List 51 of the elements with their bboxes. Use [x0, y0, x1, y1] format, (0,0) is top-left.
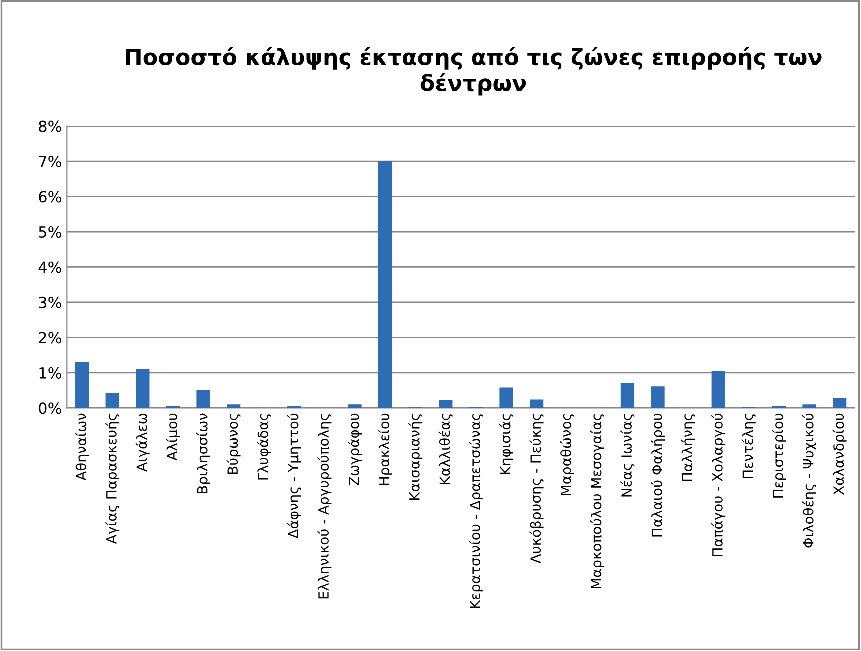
x-tick-label: Καισαριανής: [408, 414, 423, 500]
chart-title: Ποσοστό κάλυψης έκτασης από τις ζώνες επιρροής των δέντρων: [126, 47, 822, 96]
y-tick-label: 3%: [39, 296, 62, 308]
x-tick-label: Βριλησσίων: [196, 414, 211, 494]
y-tick-label: 0%: [39, 402, 62, 414]
y-tick-label: 8%: [39, 120, 62, 132]
x-tick-label: Παλαιού Φαλήρου: [651, 414, 666, 537]
x-tick-label: Περιστερίου: [772, 414, 786, 498]
y-tick-label: 4%: [38, 262, 62, 274]
x-tick-label: Αγίας Παρασκευής: [106, 414, 120, 544]
bar: [651, 386, 665, 408]
x-tick-label: Φιλοθέης - Ψυχικού: [802, 414, 817, 548]
x-tick-label: Κηφισιάς: [500, 414, 514, 474]
x-tick-label: Ηρακλείου: [378, 414, 392, 486]
y-tick-label: 7%: [39, 156, 62, 168]
x-tick-label: Βύρωνος: [226, 414, 241, 474]
x-tick-label: Ελληνικού - Αργυρούπολης: [318, 414, 332, 599]
x-tick-label: Καλλιθέας: [438, 414, 453, 484]
bar: [348, 404, 362, 408]
bar: [106, 393, 120, 408]
x-tick-label: Μαραθώνος: [560, 414, 574, 496]
x-tick-label: Ζωγράφου: [348, 414, 362, 486]
x-tick-label: Παλλήνης: [681, 414, 696, 482]
x-tick-label: Παπάγου - Χολαργού: [712, 414, 726, 556]
x-tick-label: Κερατσινίου - Δραπετσώνας: [469, 414, 484, 608]
bar: [620, 383, 635, 408]
x-tick-label: Πεντέλης: [742, 414, 756, 478]
bar: [712, 372, 726, 408]
y-tick-label: 6%: [39, 191, 62, 203]
y-tick-label: 1%: [40, 367, 62, 379]
bar: [530, 400, 544, 408]
bar: [500, 388, 514, 408]
bar: [196, 390, 210, 408]
bar: [226, 404, 241, 408]
bar: [378, 162, 392, 408]
x-tick-label: Αλίμου: [166, 414, 180, 461]
x-tick-label: Λυκόβρυσης - Πεύκης: [530, 414, 544, 564]
bar: [833, 398, 847, 408]
x-tick-label: Μαρκοπούλου Μεσογαίας: [590, 414, 604, 589]
bar: [136, 369, 150, 408]
y-tick-label: 5%: [39, 226, 62, 238]
y-tick-label: 2%: [39, 332, 62, 344]
x-tick-label: Γλυφάδας: [257, 414, 272, 480]
x-tick-label: Δάφνης - Υμηττού: [287, 414, 302, 539]
bar: [802, 404, 816, 408]
x-tick-label: Αιγάλεω: [136, 414, 150, 472]
bar: [439, 400, 453, 408]
bar: [75, 362, 90, 408]
x-tick-label: Χαλανδρίου: [832, 414, 847, 495]
x-tick-label: Νέας Ιωνίας: [620, 414, 635, 497]
x-tick-label: Αθηναίων: [75, 414, 90, 481]
